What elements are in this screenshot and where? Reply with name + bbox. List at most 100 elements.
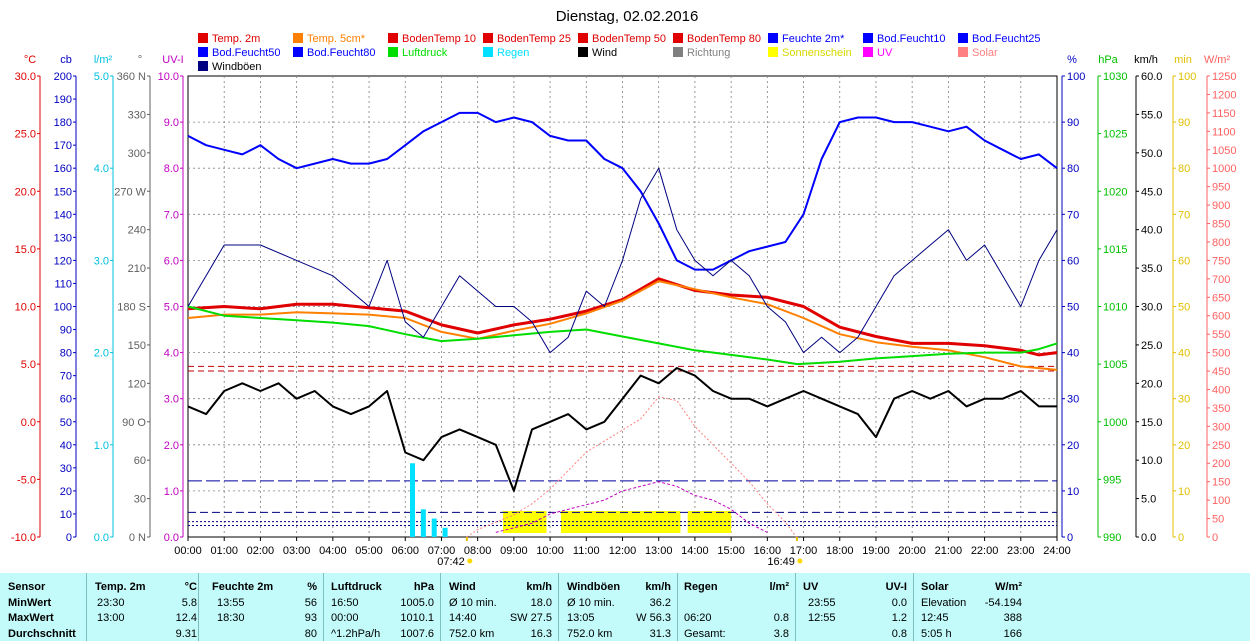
x-tick-label: 08:00 <box>464 545 492 557</box>
axis-tick-label-w-m: 200 <box>1212 458 1230 470</box>
stats-rain-time: 06:20 <box>684 612 712 624</box>
x-tick-label: 11:00 <box>573 545 600 557</box>
stats-gust-max: W 56.3 <box>636 612 671 624</box>
stats-temp-time: 23:30 <box>97 597 125 609</box>
stats-rain-value: 0.8 <box>773 612 789 624</box>
x-tick-label: 17:00 <box>790 545 818 557</box>
series-temp-5cm <box>187 280 1058 371</box>
axis-tick-label-uv-i: 4.0 <box>164 348 179 360</box>
legend-swatch-bodentemp-25 <box>483 33 493 43</box>
stats-header-c: °C <box>184 581 197 593</box>
axis-tick-label-l-m: 0.0 <box>94 532 109 544</box>
stats-wind-value: 18.0 <box>530 597 552 609</box>
legend-swatch-wind <box>578 47 588 57</box>
stats-solar-time: 12:45 <box>921 612 949 624</box>
x-tick-label: 01:00 <box>210 545 238 557</box>
axis-tick-label-km-h: 30.0 <box>1141 302 1162 314</box>
axis-tick-label-: 10 <box>1067 486 1079 498</box>
axis-tick-label-km-h: 15.0 <box>1141 417 1162 429</box>
stats-wind-value: 16.3 <box>530 628 552 640</box>
axis-tick-label-w-m: 100 <box>1212 495 1230 507</box>
axis-tick-label-: 100 <box>1067 71 1085 83</box>
legend-swatch-bod-feucht80 <box>293 47 303 57</box>
axis-tick-label-uv-i: 6.0 <box>164 255 179 267</box>
axis-unit-cb: cb <box>60 54 72 66</box>
axis-tick-label-: 300 <box>128 148 146 160</box>
legend-label-temp-5cm: Temp. 5cm* <box>307 33 366 45</box>
axis-tick-label-cb: 190 <box>54 94 72 106</box>
axis-tick-label-min: 20 <box>1178 440 1190 452</box>
legend-swatch-sonnenschein <box>768 47 778 57</box>
axis-tick-label-: 90 <box>1067 117 1079 129</box>
x-tick-label: 13:00 <box>645 545 673 557</box>
series-wind <box>187 367 1057 492</box>
axis-tick-label-: 60 <box>134 455 146 467</box>
axis-tick-label-w-m: 900 <box>1212 200 1230 212</box>
plot-area <box>187 75 1058 538</box>
axis-tick-label-cb: 70 <box>60 371 72 383</box>
axis-tick-label-: 0 N <box>129 532 146 544</box>
axis-tick-label-cb: 180 <box>54 117 72 129</box>
series-solar <box>466 396 797 538</box>
series-luftdruck <box>187 305 1058 366</box>
axis-tick-label-hpa: 1000 <box>1103 417 1127 429</box>
stats-pressure-value: 1010.1 <box>400 612 434 624</box>
column-separator <box>198 573 199 641</box>
stats-solar-value: 388 <box>1003 612 1022 624</box>
x-tick-label: 02:00 <box>247 545 275 557</box>
axis-tick-label-c: -5.0 <box>17 474 36 486</box>
axis-tick-label-uv-i: 7.0 <box>164 209 179 221</box>
axis-tick-label-min: 90 <box>1178 117 1190 129</box>
legend-label-bod-feucht80: Bod.Feucht80 <box>307 47 376 59</box>
weather-chart: Dienstag, 02.02.2016 Temp. 2m Temp. 5cm* B… <box>11 8 1237 568</box>
series-feuchte-2m <box>187 111 1058 271</box>
axis-unit-hpa: hPa <box>1098 54 1118 66</box>
axis-tick-label-hpa: 1025 <box>1103 129 1127 141</box>
axis-tick-label-km-h: 45.0 <box>1141 186 1162 198</box>
axis-unit-: ° <box>138 54 142 66</box>
x-tick-label: 19:00 <box>862 545 890 557</box>
x-tick-label: 06:00 <box>391 545 419 557</box>
stats-uv-value: 0.8 <box>891 628 907 640</box>
legend-swatch-temp-2m <box>198 33 208 43</box>
axis-tick-label-: 180 S <box>117 302 146 314</box>
axis-tick-label-hpa: 1005 <box>1103 359 1127 371</box>
axis-tick-label-min: 80 <box>1178 163 1190 175</box>
axis-tick-label-km-h: 60.0 <box>1141 71 1162 83</box>
axis-tick-label-hpa: 1030 <box>1103 71 1127 83</box>
stats-row-label-durchschnitt: Durchschnitt <box>8 628 76 640</box>
stats-wind-time: Ø 10 min. <box>449 597 497 609</box>
legend-swatch-bod-feucht10 <box>863 33 873 43</box>
stats-header-: % <box>307 581 317 593</box>
stats-header-solar: Solar <box>921 581 949 593</box>
axis-tick-label-hpa: 995 <box>1103 474 1121 486</box>
stats-header-luftdruck: Luftdruck <box>331 581 382 593</box>
x-tick-label: 00:00 <box>174 545 202 557</box>
legend-swatch-feuchte-2m <box>768 33 778 43</box>
stats-pressure-time: ^1.2hPa/h <box>331 628 381 640</box>
axis-unit-min: min <box>1174 54 1192 66</box>
stats-temp-value: 5.8 <box>181 597 197 609</box>
axis-tick-label-: 50 <box>1067 302 1079 314</box>
axis-tick-label-cb: 140 <box>54 209 72 221</box>
stats-row-label-maxwert: MaxWert <box>8 612 54 624</box>
axis-unit-l-m: l/m² <box>94 54 113 66</box>
column-separator <box>795 573 796 641</box>
axis-tick-label-c: 10.0 <box>15 302 36 314</box>
axis-tick-label-w-m: 400 <box>1212 384 1230 396</box>
x-tick-label: 21:00 <box>935 545 963 557</box>
axis-unit-uv-i: UV-I <box>162 54 183 66</box>
axis-tick-label-km-h: 55.0 <box>1141 109 1162 121</box>
axis-tick-label-min: 60 <box>1178 255 1190 267</box>
axis-tick-label-km-h: 5.0 <box>1141 494 1156 506</box>
axis-tick-label-w-m: 1200 <box>1212 89 1236 101</box>
axis-tick-label-cb: 160 <box>54 163 72 175</box>
stats-uv-value: 0.0 <box>891 597 907 609</box>
axis-tick-label-uv-i: 2.0 <box>164 440 179 452</box>
axis-tick-label-: 30 <box>134 494 146 506</box>
column-separator <box>86 573 87 641</box>
x-tick-label: 04:00 <box>319 545 347 557</box>
axis-tick-label-cb: 40 <box>60 440 72 452</box>
axis-tick-label-uv-i: 8.0 <box>164 163 179 175</box>
legend-swatch-uv <box>863 47 873 57</box>
